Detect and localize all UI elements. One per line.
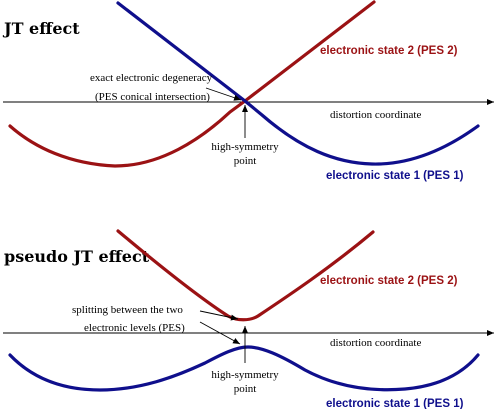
jt-degeneracy-line2: (PES conical intersection) [95, 91, 210, 103]
jt-pes2-curve [8, 0, 376, 168]
pjt-title: pseudo JT effect [4, 247, 150, 266]
jt-point-line2: point [234, 155, 257, 167]
jt-axis-label: distortion coordinate [330, 109, 421, 121]
pjt-splitting-line2: electronic levels (PES) [84, 322, 185, 334]
pjt-panel: pseudo JT effect distortion coordinate e… [3, 229, 494, 409]
jt-point-line1: high-symmetry [211, 141, 279, 153]
pjt-axis-label: distortion coordinate [330, 337, 421, 349]
jt-state2-label: electronic state 2 (PES 2) [320, 45, 458, 57]
pjt-splitting-pointer-lower [199, 321, 241, 345]
pjt-state1-label: electronic state 1 (PES 1) [326, 398, 464, 409]
pjt-state2-label: electronic state 2 (PES 2) [320, 275, 458, 287]
pjt-pes2-curve [116, 229, 375, 322]
jt-panel: JT effect distortion coordinate electron… [2, 0, 494, 182]
jt-degeneracy-pointer [205, 87, 242, 101]
pjt-point-line1: high-symmetry [211, 369, 279, 381]
jt-pes1-curve [116, 1, 480, 166]
pjt-splitting-pointer-upper [199, 310, 239, 321]
jt-state1-label: electronic state 1 (PES 1) [326, 170, 464, 182]
pjt-splitting-line1: splitting between the two [72, 304, 183, 316]
jt-title: JT effect [2, 19, 80, 38]
pjt-point-line2: point [234, 383, 257, 395]
jt-degeneracy-line1: exact electronic degeneracy [90, 72, 213, 84]
pjt-pes1-curve [8, 345, 480, 392]
